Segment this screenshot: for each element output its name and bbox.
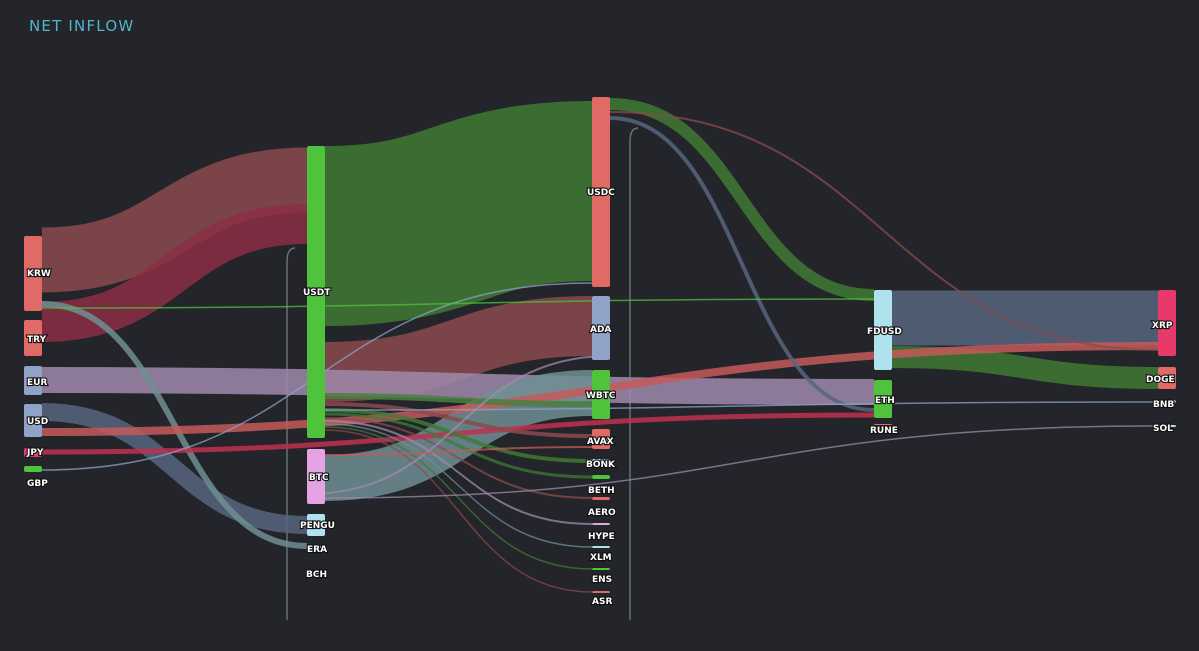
- chart-title: NET INFLOW: [29, 17, 135, 35]
- node-btc: [307, 449, 325, 504]
- node-label-hype: HYPE: [588, 532, 615, 542]
- link-usdt-hype: [324, 420, 593, 525]
- node-label-bonk: BONK: [586, 460, 616, 470]
- node-label-xrp: XRP: [1152, 321, 1173, 331]
- link-btc-sol: [324, 425, 1159, 499]
- node-label-krw: KRW: [27, 269, 51, 279]
- link-krw-era: [41, 301, 308, 549]
- link-usdt-bnb: [324, 401, 1159, 411]
- node-usd: [24, 404, 42, 437]
- node-label-usdc: USDC: [587, 188, 615, 198]
- link-usdt-ens: [324, 426, 593, 570]
- node-label-bch: BCH: [306, 570, 327, 580]
- link-usdt-aero: [324, 417, 593, 499]
- node-wbtc: [592, 370, 610, 419]
- node-label-gbp: GBP: [27, 479, 48, 489]
- node-label-aero: AERO: [588, 508, 616, 518]
- link-usdt-avax: [324, 402, 593, 438]
- node-label-jpy: JPY: [26, 448, 44, 458]
- link-usdc-rune: [609, 116, 875, 412]
- node-label-usdt: USDT: [303, 288, 331, 298]
- node-label-xlm: XLM: [590, 553, 612, 563]
- node-label-sol: SOL: [1153, 424, 1173, 434]
- node-label-avax: AVAX: [587, 437, 614, 447]
- link-usdt-bonk: [324, 408, 593, 463]
- node-xlm: [592, 546, 610, 548]
- guide-line: [629, 127, 639, 620]
- node-label-ada: ADA: [590, 325, 611, 335]
- node-label-beth: BETH: [588, 486, 615, 496]
- link-usdt-ada: [324, 296, 593, 402]
- node-bonk: [592, 459, 610, 463]
- node-label-eth: ETH: [875, 396, 895, 406]
- node-usdt: [307, 146, 325, 438]
- link-usdt-xlm: [324, 423, 593, 548]
- node-try: [24, 320, 42, 356]
- link-usdt-usdc: [323, 101, 594, 326]
- guide-line: [286, 247, 296, 620]
- node-jpy: [24, 448, 42, 457]
- node-label-fdusd: FDUSD: [867, 327, 902, 337]
- node-bch: [307, 572, 325, 574]
- link-usd-pengu: [41, 403, 308, 534]
- link-usdt-beth: [324, 412, 593, 479]
- node-label-ens: ENS: [592, 575, 612, 585]
- node-eur: [24, 366, 42, 395]
- node-label-btc: BTC: [309, 473, 329, 483]
- node-rune: [874, 424, 892, 425]
- link-eur-eth: [41, 367, 875, 405]
- link-ada-btc: [306, 355, 611, 495]
- node-label-rune: RUNE: [870, 426, 898, 436]
- node-label-try: TRY: [27, 335, 47, 345]
- node-label-era: ERA: [307, 545, 327, 555]
- node-doge: [1158, 367, 1176, 389]
- node-xrp: [1158, 290, 1176, 356]
- node-label-asr: ASR: [592, 597, 612, 607]
- node-beth: [592, 475, 610, 479]
- node-ens: [592, 568, 610, 570]
- node-label-doge: DOGE: [1146, 375, 1175, 385]
- link-usdt-wbtc: [324, 393, 593, 407]
- node-gbp: [24, 466, 42, 472]
- link-krw-fdusd: [41, 298, 875, 309]
- node-label-wbtc: WBTC: [586, 391, 616, 401]
- node-era: [307, 546, 325, 548]
- node-ada: [592, 296, 610, 360]
- node-usdc: [592, 97, 610, 287]
- node-krw: [24, 236, 42, 311]
- node-hype: [592, 523, 610, 525]
- node-label-eur: EUR: [27, 378, 47, 388]
- link-usdc-xrp: [609, 111, 1159, 351]
- node-aero: [592, 497, 610, 500]
- node-label-usd: USD: [27, 417, 48, 427]
- node-fdusd: [874, 290, 892, 370]
- node-asr: [592, 591, 610, 593]
- link-usdt-asr: [324, 429, 593, 593]
- node-label-pengu: PENGU: [300, 521, 335, 531]
- node-eth: [874, 380, 892, 418]
- link-btc-avax: [324, 446, 593, 456]
- node-pengu: [307, 514, 325, 536]
- node-label-bnb: BNB: [1153, 400, 1174, 410]
- node-bnb: [1158, 400, 1176, 403]
- link-krw-usdt: [41, 147, 308, 293]
- node-sol: [1158, 425, 1176, 427]
- node-avax: [592, 429, 610, 449]
- link-fdusd-doge: [891, 346, 1159, 389]
